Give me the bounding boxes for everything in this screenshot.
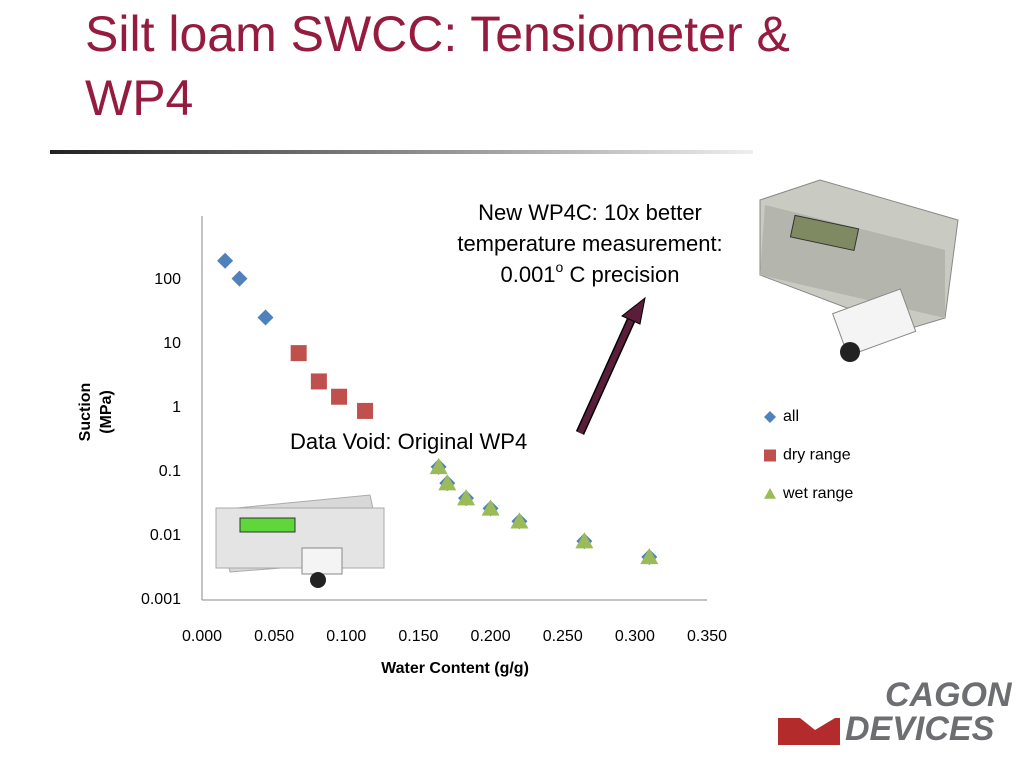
annotation-line: New WP4C: 10x better (478, 200, 702, 225)
square-marker (310, 373, 327, 390)
triangle-marker (510, 512, 529, 529)
y-tick-label: 0.1 (159, 463, 181, 480)
title-rule (50, 150, 753, 154)
logo-text: DEVICES (845, 710, 995, 748)
wp4-photo (215, 494, 385, 588)
annotation-line: 0.001o C precision (500, 259, 679, 287)
triangle-marker (429, 457, 448, 475)
legend-label: dry range (783, 447, 851, 464)
triangle-marker (640, 547, 659, 565)
x-tick-label: 0.100 (326, 628, 366, 645)
legend-marker (764, 411, 776, 423)
slide-title: WP4 (85, 70, 193, 126)
triangle-marker (481, 499, 500, 516)
triangle-marker (575, 532, 594, 549)
x-tick-label: 0.000 (182, 628, 222, 645)
x-tick-label: 0.200 (471, 628, 511, 645)
triangle-marker (438, 474, 457, 491)
diamond-marker (217, 252, 234, 269)
diamond-marker (257, 309, 274, 326)
annotation-value: 0.001 (500, 262, 555, 287)
legend-label: all (783, 408, 799, 425)
x-tick-label: 0.050 (254, 628, 294, 645)
logo: CAGON DEVICES (778, 676, 1013, 748)
legend-marker (764, 488, 776, 499)
wp4c-photo (759, 179, 959, 362)
y-tick-label: 100 (154, 271, 181, 288)
square-marker (290, 345, 307, 362)
legend-marker (764, 449, 776, 462)
y-tick-label: 0.001 (141, 591, 181, 608)
x-tick-label: 0.300 (615, 628, 655, 645)
y-tick-label: 10 (163, 335, 181, 352)
x-tick-label: 0.150 (398, 628, 438, 645)
annotation-new: New WP4C: 10x better temperature measure… (457, 200, 722, 287)
triangle-marker (457, 489, 476, 506)
y-tick-label: 1 (172, 399, 181, 416)
square-marker (357, 402, 374, 419)
x-tick-label: 0.350 (687, 628, 727, 645)
diamond-marker (231, 270, 248, 287)
y-axis-label: Suction (77, 383, 94, 442)
y-tick-label: 0.01 (150, 527, 181, 544)
annotation-line: temperature measurement: (457, 231, 722, 256)
annotation-sup: o (556, 259, 564, 275)
x-tick-label: 0.250 (543, 628, 583, 645)
slide-title: Silt loam SWCC: Tensiometer & (85, 6, 790, 62)
annotation-void: Data Void: Original WP4 (290, 429, 527, 454)
legend-label: wet range (782, 485, 853, 502)
x-axis-label: Water Content (g/g) (381, 660, 529, 677)
annotation-rest: C precision (563, 262, 679, 287)
y-axis-label: (MPa) (98, 390, 115, 434)
square-marker (331, 388, 348, 405)
arrow (575, 296, 646, 435)
logo-text: CAGON (885, 676, 1013, 714)
